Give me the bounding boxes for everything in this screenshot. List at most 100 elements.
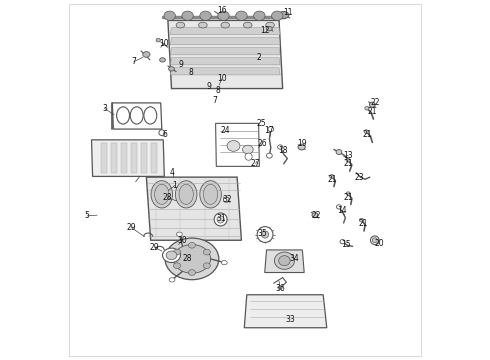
Text: 9: 9 [207,82,212,91]
Ellipse shape [159,130,165,135]
Ellipse shape [188,270,196,275]
Ellipse shape [200,181,221,208]
Ellipse shape [143,51,150,57]
Text: 36: 36 [275,284,285,293]
Ellipse shape [176,232,182,237]
Ellipse shape [188,242,196,248]
Ellipse shape [164,11,175,21]
Polygon shape [121,143,127,173]
Polygon shape [265,250,304,273]
Text: 21: 21 [368,107,377,116]
Ellipse shape [359,219,364,222]
Ellipse shape [214,213,227,226]
Ellipse shape [151,181,172,208]
Ellipse shape [346,192,350,195]
Text: 21: 21 [343,159,353,168]
Ellipse shape [365,107,369,110]
Ellipse shape [218,11,229,21]
Polygon shape [168,21,283,89]
Ellipse shape [182,11,194,21]
Text: 10: 10 [217,75,226,84]
Ellipse shape [312,213,318,218]
Ellipse shape [267,27,272,31]
Polygon shape [151,143,157,173]
Ellipse shape [330,175,334,178]
Text: 5: 5 [85,211,90,220]
Text: 16: 16 [217,6,226,15]
Text: 7: 7 [131,57,136,66]
Ellipse shape [175,181,197,208]
Ellipse shape [266,22,274,28]
Text: 21: 21 [359,219,368,228]
Ellipse shape [257,226,273,242]
Ellipse shape [340,239,345,244]
Polygon shape [141,143,147,173]
Ellipse shape [254,11,265,21]
Ellipse shape [278,145,283,149]
Ellipse shape [223,197,229,202]
Ellipse shape [169,67,174,71]
Ellipse shape [203,249,210,255]
Ellipse shape [221,22,230,28]
Text: 24: 24 [220,126,230,135]
Text: 22: 22 [311,211,321,220]
Ellipse shape [198,22,207,28]
Text: 20: 20 [375,239,384,248]
Text: 28: 28 [162,193,171,202]
Text: 15: 15 [342,240,351,249]
Text: 2: 2 [256,53,261,62]
Ellipse shape [267,153,272,158]
Text: 4: 4 [170,168,175,177]
Text: 13: 13 [343,151,353,160]
Ellipse shape [346,158,350,162]
Ellipse shape [298,144,305,150]
Ellipse shape [337,205,342,209]
Ellipse shape [155,184,169,204]
Text: 35: 35 [257,229,267,238]
Ellipse shape [203,263,210,269]
Text: 10: 10 [160,39,169,48]
Ellipse shape [227,140,240,151]
Ellipse shape [173,249,181,255]
Ellipse shape [165,238,219,280]
Ellipse shape [364,130,368,134]
Text: 28: 28 [182,254,192,263]
Ellipse shape [217,216,224,223]
Text: 17: 17 [265,126,274,135]
Text: 30: 30 [177,236,187,245]
Text: 3: 3 [102,104,107,113]
Ellipse shape [336,149,342,154]
Ellipse shape [271,11,283,21]
Text: 18: 18 [278,146,288,155]
Ellipse shape [176,22,185,28]
Text: 19: 19 [297,139,307,148]
Text: 1: 1 [172,181,177,190]
Text: 32: 32 [222,195,232,204]
Ellipse shape [262,231,269,238]
Ellipse shape [173,244,211,273]
Text: 21: 21 [362,130,372,139]
Text: 8: 8 [216,86,220,95]
Ellipse shape [144,107,157,124]
Text: 31: 31 [217,214,226,223]
Polygon shape [147,177,242,240]
Text: 22: 22 [370,98,380,107]
Ellipse shape [268,127,274,132]
Text: 14: 14 [337,206,346,215]
Ellipse shape [279,256,290,266]
Text: 33: 33 [285,315,294,324]
Text: 11: 11 [283,8,293,17]
Polygon shape [131,143,137,173]
Ellipse shape [179,184,194,204]
Ellipse shape [221,260,227,265]
Polygon shape [92,140,164,176]
Polygon shape [111,143,117,173]
Ellipse shape [163,248,180,262]
Text: 6: 6 [163,130,168,139]
Polygon shape [112,103,162,129]
Ellipse shape [369,102,375,107]
Ellipse shape [279,12,289,19]
Ellipse shape [372,238,377,243]
Ellipse shape [117,107,129,124]
Ellipse shape [244,22,252,28]
